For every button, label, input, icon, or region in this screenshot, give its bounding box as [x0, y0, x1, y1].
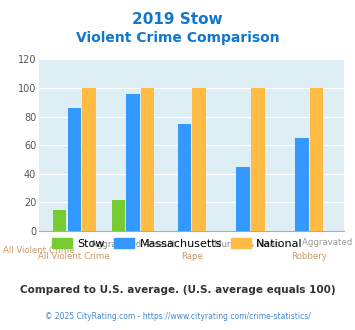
Text: Aggravated Assault: Aggravated Assault — [302, 238, 355, 247]
Text: © 2025 CityRating.com - https://www.cityrating.com/crime-statistics/: © 2025 CityRating.com - https://www.city… — [45, 312, 310, 321]
Bar — [236, 167, 250, 231]
Legend: Stow, Massachusetts, National: Stow, Massachusetts, National — [48, 234, 307, 253]
Bar — [111, 200, 125, 231]
Text: Rape: Rape — [181, 251, 203, 261]
Bar — [295, 138, 308, 231]
Text: 2019 Stow: 2019 Stow — [132, 12, 223, 26]
Text: Murder & Mans...: Murder & Mans... — [214, 241, 287, 249]
Bar — [251, 88, 264, 231]
Text: Aggravated Assault: Aggravated Assault — [91, 241, 175, 249]
Bar — [53, 210, 66, 231]
Bar — [178, 124, 191, 231]
Bar — [82, 88, 96, 231]
Bar — [310, 88, 323, 231]
Text: All Violent Crime: All Violent Crime — [3, 247, 75, 255]
Bar — [141, 88, 154, 231]
Text: Robbery: Robbery — [291, 251, 327, 261]
Text: All Violent Crime: All Violent Crime — [38, 251, 110, 261]
Bar — [67, 108, 81, 231]
Bar — [192, 88, 206, 231]
Bar — [126, 94, 140, 231]
Text: Compared to U.S. average. (U.S. average equals 100): Compared to U.S. average. (U.S. average … — [20, 285, 335, 295]
Text: Violent Crime Comparison: Violent Crime Comparison — [76, 31, 279, 45]
